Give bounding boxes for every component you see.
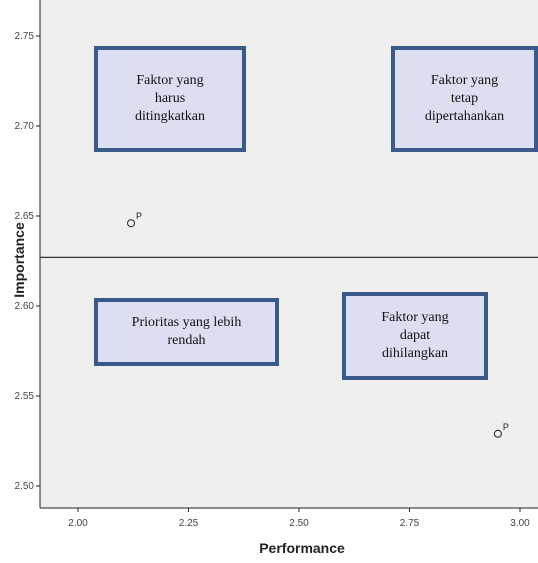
x-tick-label: 2.25 (179, 518, 199, 529)
y-axis-label: Importance (11, 222, 27, 298)
box-text-line: dihilangkan (381, 346, 449, 361)
scatter-point (493, 429, 502, 438)
x-axis-label: Performance (259, 540, 345, 556)
box-text-line: Prioritas yang lebih (131, 315, 242, 330)
box-text-line: Faktor yang (381, 310, 449, 325)
quadrant-box-top-right: Faktor yang tetap dipertahankan (391, 46, 538, 152)
box-text-line: dipertahankan (424, 109, 505, 124)
quadrant-box-bottom-left: Prioritas yang lebih rendah (94, 298, 279, 366)
y-tick-label: 2.60 (15, 301, 35, 312)
quadrant-box-bottom-right: Faktor yang dapat dihilangkan (342, 292, 488, 380)
y-tick-label: 2.70 (15, 121, 35, 132)
scatter-point (127, 219, 136, 228)
box-text-line: dapat (399, 328, 431, 343)
box-text-line: harus (154, 91, 186, 106)
box-text-line: Faktor yang (136, 73, 204, 88)
y-ticks: 2.50 2.55 2.60 2.65 2.70 2.75 (15, 31, 40, 492)
box-text-line: ditingkatkan (135, 109, 205, 124)
box-text-line: tetap (450, 91, 479, 106)
box-text-line: rendah (167, 333, 206, 348)
quadrant-box-top-left: Faktor yang harus ditingkatkan (94, 46, 246, 152)
x-tick-label: 2.75 (400, 518, 420, 529)
y-tick-label: 2.65 (15, 211, 35, 222)
y-tick-label: 2.55 (15, 391, 35, 402)
x-ticks: 2.00 2.25 2.50 2.75 3.00 (68, 508, 530, 529)
point-label: P (503, 422, 509, 432)
box-text-line: Faktor yang (430, 73, 499, 88)
x-tick-label: 2.00 (68, 518, 88, 529)
x-tick-label: 3.00 (510, 518, 530, 529)
y-tick-label: 2.50 (15, 481, 35, 492)
x-tick-label: 2.50 (289, 518, 309, 529)
y-tick-label: 2.75 (15, 31, 35, 42)
point-label: P (136, 211, 142, 221)
